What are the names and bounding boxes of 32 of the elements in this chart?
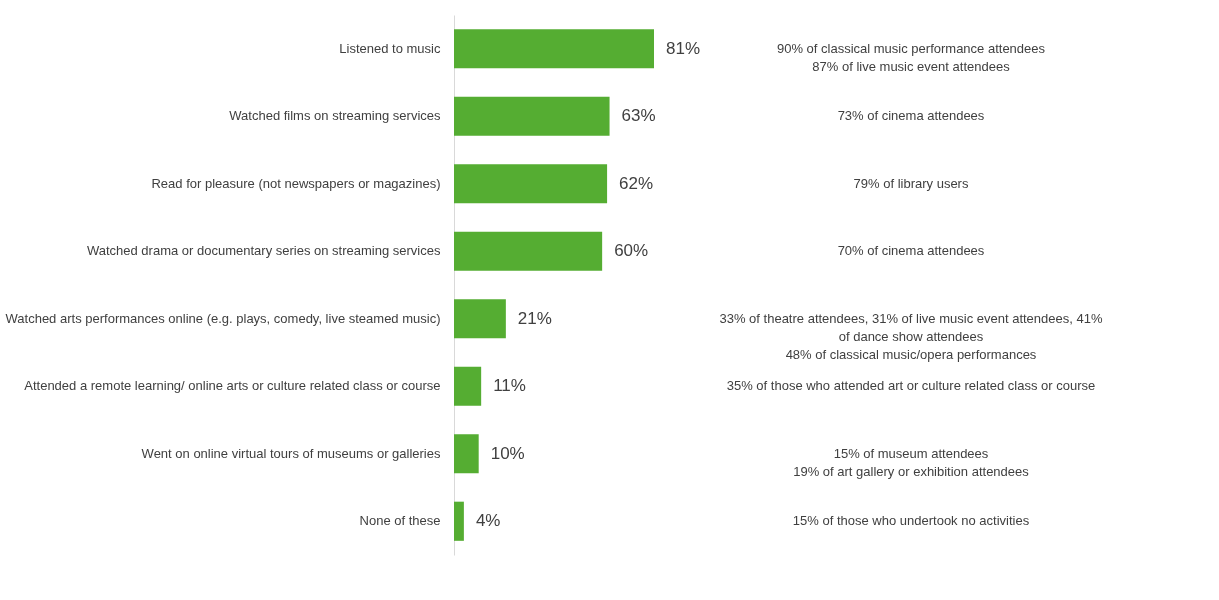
y-tick-label: Watched films on streaming services xyxy=(229,108,441,124)
bar xyxy=(454,434,479,474)
y-tick-label: Attended a remote learning/ online arts or culture related class or course xyxy=(24,378,441,394)
text: 79% of library users xyxy=(853,175,969,191)
bar xyxy=(454,366,482,406)
data-label: 10% xyxy=(490,443,525,463)
text: 33% of theatre attendees, 31% of live music event attendees, 41% of dance show attendees 48% of classical music/opera performances xyxy=(719,310,1103,362)
text: 70% of cinema attendees xyxy=(837,243,985,259)
data-label: 81% xyxy=(666,38,701,58)
data-label: 60% xyxy=(614,241,649,261)
y-tick-label: None of these xyxy=(359,513,441,529)
y-tick-label: Watched arts performances online (e.g. plays, comedy, live steamed music) xyxy=(5,310,441,326)
data-label: 21% xyxy=(517,308,552,328)
bar xyxy=(454,29,654,69)
bar xyxy=(454,231,603,271)
bar xyxy=(454,501,464,541)
bar xyxy=(454,299,506,339)
data-label: 62% xyxy=(619,173,654,193)
bar xyxy=(454,96,610,136)
data-label: 63% xyxy=(621,106,656,126)
text: 73% of cinema attendees xyxy=(837,108,985,124)
y-tick-label: Watched drama or documentary series on streaming services xyxy=(86,243,441,259)
text: 15% of those who undertook no activities xyxy=(792,513,1030,529)
bar xyxy=(454,164,608,204)
y-tick-label: Listened to music xyxy=(339,40,441,56)
y-tick-label: Read for pleasure (not newspapers or magazines) xyxy=(151,175,441,191)
text: 90% of classical music performance attendees 87% of live music event attendees xyxy=(776,40,1046,74)
text: 35% of those who attended art or culture related class or course xyxy=(726,378,1096,394)
text: 15% of museum attendees 19% of art gallery or exhibition attendees xyxy=(793,445,1030,479)
y-tick-label: Went on online virtual tours of museums or galleries xyxy=(141,445,441,461)
data-label: 4% xyxy=(475,511,501,531)
data-label: 11% xyxy=(493,376,526,396)
